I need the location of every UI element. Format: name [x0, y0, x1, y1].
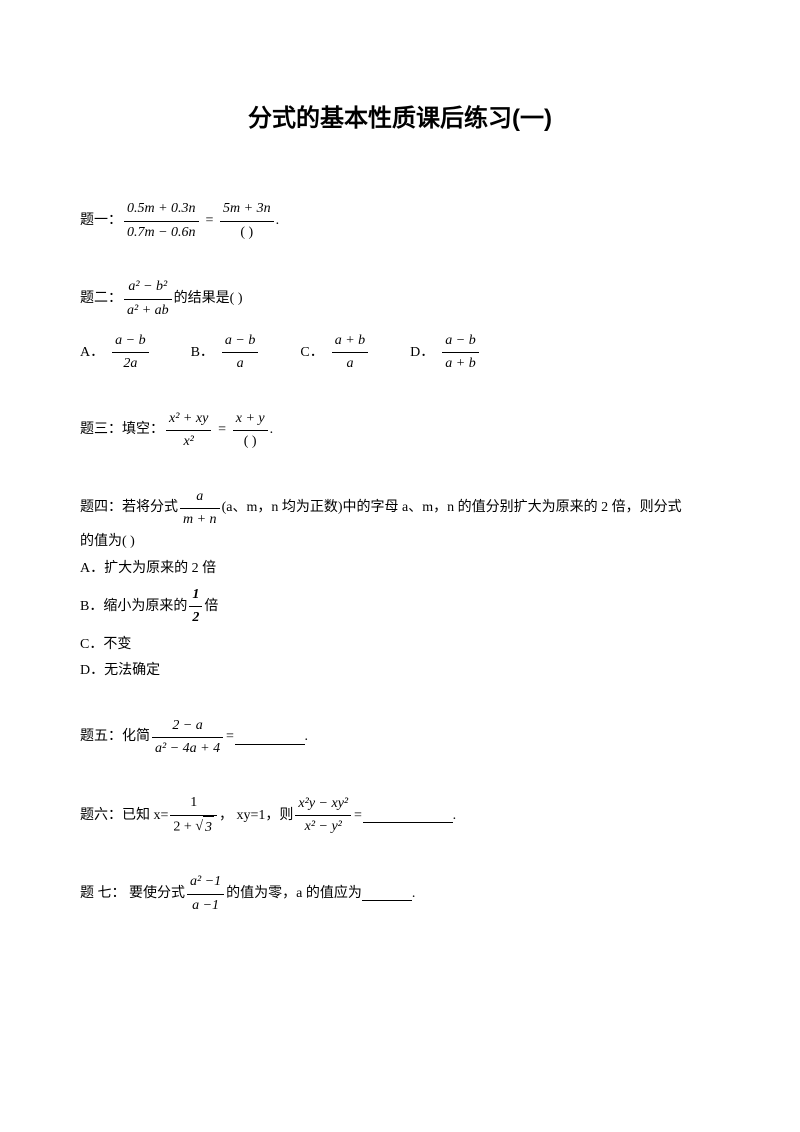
q4-option-c: C．不变 — [80, 634, 720, 656]
q7-mid: 的值为零，a 的值应为 — [226, 883, 362, 905]
q2-a-num: a − b — [112, 330, 148, 352]
q4-b-num: 1 — [189, 584, 202, 606]
q2-expr-den: a² + ab — [124, 300, 172, 322]
q2-b-tag: B． — [191, 342, 214, 364]
q5-num: 2 − a — [169, 715, 205, 737]
q2-expr-num: a² − b² — [125, 276, 170, 298]
q2-option-c: C． a + b a — [300, 330, 370, 376]
q4-option-b: B．缩小为原来的 1 2 倍 — [80, 584, 720, 630]
q3-rhs-frac: x + y ( ) — [233, 408, 268, 454]
q2-expr-frac: a² − b² a² + ab — [124, 276, 172, 322]
q6-f1-num: 1 — [187, 792, 200, 814]
question-7: 题 七： 要使分式 a² −1 a −1 的值为零，a 的值应为 . — [80, 871, 720, 917]
q5-eq: = — [225, 726, 234, 748]
q7-label: 题 七： 要使分式 — [80, 883, 185, 905]
q1-eq: = — [205, 210, 214, 232]
q3-period: . — [270, 419, 274, 441]
question-5: 题五：化简 2 − a a² − 4a + 4 = . — [80, 715, 720, 761]
q4-mid: (a、m，n 均为正数)中的字母 a、m，n 的值分别扩大为原来的 2 倍，则分… — [222, 497, 682, 519]
q2-d-den: a + b — [442, 353, 478, 375]
q4-b-den: 2 — [189, 607, 202, 629]
q2-b-den: a — [234, 353, 247, 375]
q5-frac: 2 − a a² − 4a + 4 — [152, 715, 223, 761]
q6-f2-den: x² − y² — [302, 816, 345, 838]
q2-b-num: a − b — [222, 330, 258, 352]
q2-d-tag: D． — [410, 342, 434, 364]
q1-period: . — [276, 210, 280, 232]
q4-option-d: D．无法确定 — [80, 660, 720, 682]
q2-c-tag: C． — [300, 342, 323, 364]
q3-lhs-frac: x² + xy x² — [166, 408, 211, 454]
q4-option-a: A．扩大为原来的 2 倍 — [80, 558, 720, 580]
q6-f2-num: x²y − xy² — [295, 793, 351, 815]
q1-rhs-frac: 5m + 3n ( ) — [220, 198, 274, 244]
q7-blank — [362, 887, 412, 901]
q7-den: a −1 — [189, 895, 222, 917]
q1-lhs-num: 0.5m + 0.3n — [124, 198, 199, 220]
q7-period: . — [412, 883, 416, 905]
question-1: 题一： 0.5m + 0.3n 0.7m − 0.6n = 5m + 3n ( … — [80, 198, 720, 244]
q3-lhs-num: x² + xy — [166, 408, 211, 430]
q6-label: 题六：已知 x= — [80, 805, 168, 827]
q6-period: . — [453, 805, 457, 827]
q2-c-num: a + b — [332, 330, 368, 352]
page-title: 分式的基本性质课后练习(一) — [80, 100, 720, 138]
q4-b-post: 倍 — [204, 596, 218, 618]
q1-lhs-den: 0.7m − 0.6n — [124, 222, 199, 244]
q4-b-pre: B．缩小为原来的 — [80, 596, 187, 618]
q6-blank — [363, 809, 453, 823]
q2-tail: 的结果是( ) — [174, 288, 243, 310]
q1-lhs-frac: 0.5m + 0.3n 0.7m − 0.6n — [124, 198, 199, 244]
q3-lhs-den: x² — [180, 431, 196, 453]
question-4: 题四：若将分式 a m + n (a、m，n 均为正数)中的字母 a、m，n 的… — [80, 486, 720, 683]
q5-period: . — [305, 726, 309, 748]
q2-option-d: D． a − b a + b — [410, 330, 481, 376]
question-2: 题二： a² − b² a² + ab 的结果是( ) A． a − b 2a … — [80, 276, 720, 376]
q3-label: 题三：填空： — [80, 419, 164, 441]
q6-f1-sqrt: 3 — [203, 816, 214, 839]
q2-label: 题二： — [80, 288, 122, 310]
q6-frac1: 1 2 + √3 — [170, 792, 217, 839]
q2-a-den: 2a — [120, 353, 140, 375]
q1-label: 题一： — [80, 210, 122, 232]
q4-frac-den: m + n — [180, 509, 220, 531]
q2-d-num: a − b — [442, 330, 478, 352]
q7-frac: a² −1 a −1 — [187, 871, 224, 917]
q4-frac-num: a — [193, 486, 206, 508]
q6-eq: = — [353, 805, 362, 827]
q6-mid1: ， xy=1，则 — [219, 805, 293, 827]
q6-f1-den: 2 + √3 — [170, 816, 217, 839]
q5-den: a² − 4a + 4 — [152, 738, 223, 760]
q7-num: a² −1 — [187, 871, 224, 893]
q5-label: 题五：化简 — [80, 726, 150, 748]
q3-rhs-den: ( ) — [241, 431, 260, 453]
q4-line2: 的值为( ) — [80, 531, 720, 553]
q6-f1-den-pre: 2 + — [173, 819, 195, 834]
q1-rhs-den: ( ) — [237, 222, 256, 244]
question-6: 题六：已知 x= 1 2 + √3 ， xy=1，则 x²y − xy² x² … — [80, 792, 720, 839]
q2-c-den: a — [343, 353, 356, 375]
question-3: 题三：填空： x² + xy x² = x + y ( ) . — [80, 408, 720, 454]
q6-frac2: x²y − xy² x² − y² — [295, 793, 351, 839]
q4-frac: a m + n — [180, 486, 220, 532]
q4-label: 题四：若将分式 — [80, 497, 178, 519]
q3-rhs-num: x + y — [233, 408, 268, 430]
q2-a-tag: A． — [80, 342, 104, 364]
q2-option-a: A． a − b 2a — [80, 330, 151, 376]
q1-rhs-num: 5m + 3n — [220, 198, 274, 220]
q5-blank — [235, 731, 305, 745]
q2-option-b: B． a − b a — [191, 330, 261, 376]
q3-eq: = — [217, 419, 226, 441]
